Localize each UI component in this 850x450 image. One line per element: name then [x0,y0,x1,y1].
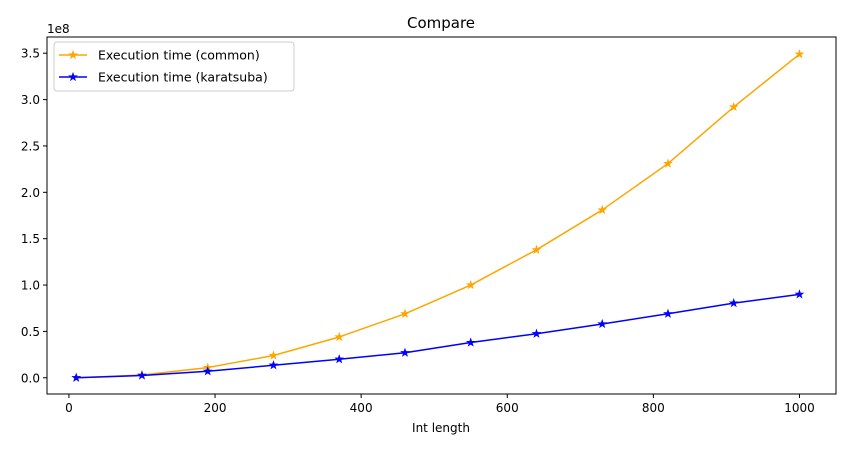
data-point-series-1-9 [597,204,608,215]
data-point-series-2-10 [663,308,673,318]
data-point-series-1-7 [465,279,476,290]
chart-title: Compare [407,14,475,32]
x-axis-label: Int length [412,421,470,435]
legend-label-2: Execution time (karatsuba) [98,70,268,85]
y-tick-label: 1.0 [21,279,40,293]
legend-box [53,41,295,92]
y-tick-label: 3.5 [21,47,40,61]
data-point-series-2-12 [794,289,805,299]
data-point-series-2-4 [268,360,279,370]
data-point-series-2-9 [597,318,608,329]
data-point-series-2-7 [465,337,476,347]
axes-frame [46,36,837,395]
y-tick-label: 3.0 [21,93,40,107]
y-tick-label: 0.5 [21,325,40,339]
data-point-series-2-6 [400,347,410,357]
data-point-series-1-5 [334,331,345,342]
data-point-series-2-2 [137,370,147,380]
x-tick-label: 600 [496,401,519,415]
plot-area [71,49,805,382]
y-tick-label: 1.5 [21,232,40,246]
x-tick-label: 800 [642,401,665,415]
data-point-series-2-5 [334,354,345,364]
axes: 0 200 400 600 800 1000 0.0 0.5 1.0 1.5 2.0 2.5 3.0 3.… [21,36,837,415]
data-point-series-2-8 [531,328,542,338]
data-point-series-2-11 [728,298,739,308]
y-axis-offset-label: 1e8 [47,22,70,36]
data-point-series-1-10 [663,158,673,168]
data-point-series-1-11 [728,101,739,112]
legend-label-1: Execution time (common) [98,48,260,63]
data-point-series-2-1 [71,372,82,382]
data-point-series-1-6 [400,308,410,318]
x-tick-label: 200 [204,401,227,415]
x-tick-label: 400 [350,401,373,415]
series-line-2 [76,293,800,379]
data-point-series-1-4 [268,350,279,360]
data-point-series-2-3 [202,366,213,376]
y-tick-label: 0.0 [21,371,40,385]
legend-marker-1 [68,49,78,60]
data-point-series-1-8 [531,244,542,254]
y-tick-label: 2.0 [21,186,40,200]
data-point-series-1-12 [794,49,805,59]
x-tick-label: 1000 [784,401,815,415]
legend-marker-2 [68,71,78,82]
x-tick-label: 0 [65,401,73,415]
series-line-1 [76,53,800,379]
y-tick-label: 2.5 [21,139,40,153]
legend: Execution time (common) Execution time (k… [53,41,295,92]
